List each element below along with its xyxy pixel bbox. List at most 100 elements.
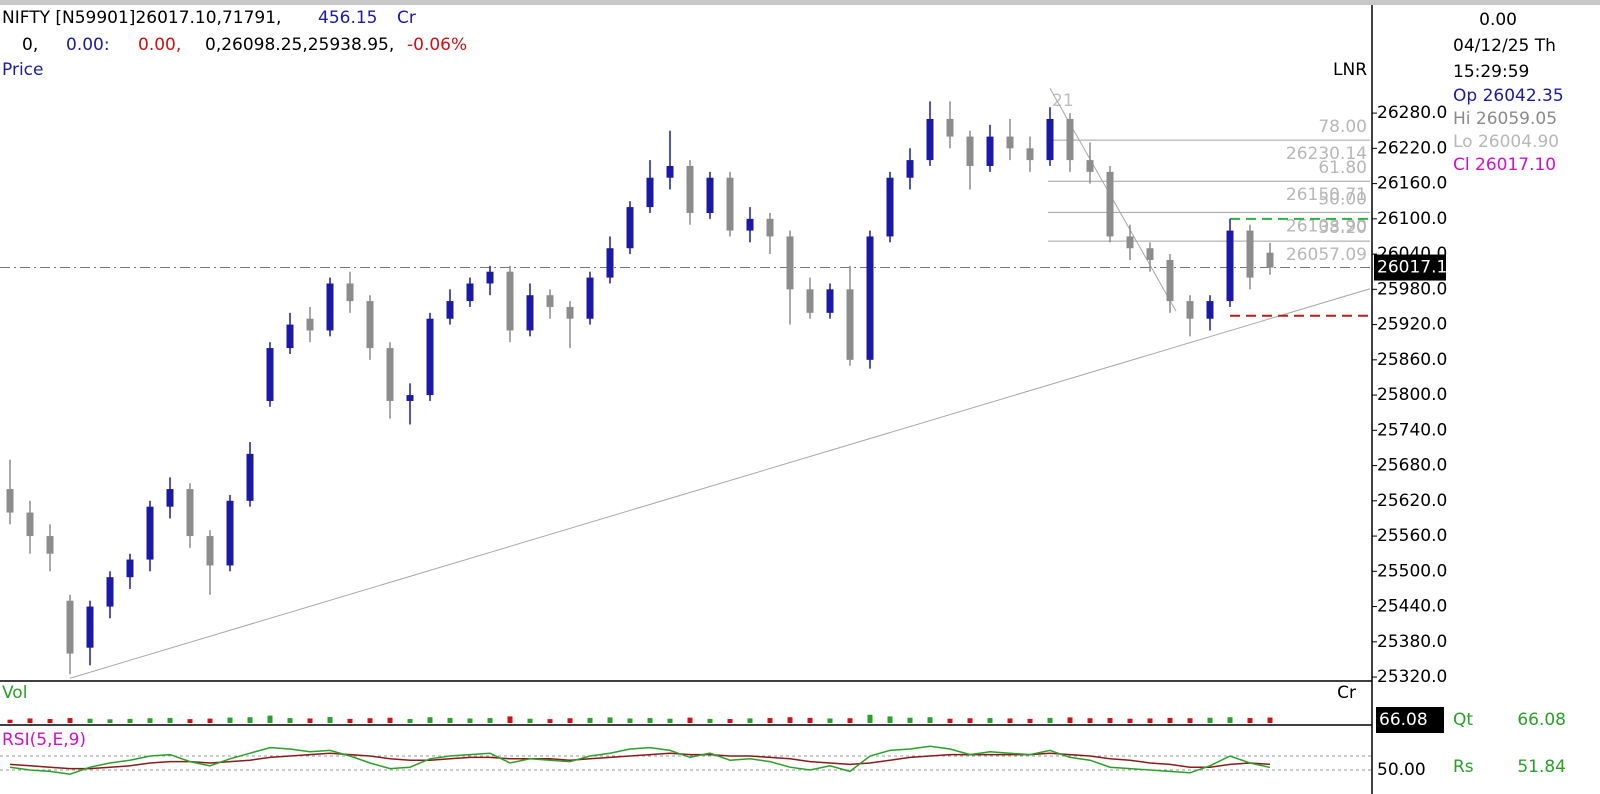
y-tick-label: 25980.0: [1377, 279, 1447, 299]
volume-bar: [687, 717, 693, 723]
volume-bar: [627, 718, 633, 723]
candle-body: [726, 177, 734, 231]
volume-bar: [767, 718, 773, 723]
header-field: 0,26098.25,25938.95,: [205, 35, 394, 55]
candle-body: [1226, 230, 1234, 302]
last-price-box: [1374, 254, 1446, 281]
y-tick-label: 25380.0: [1377, 632, 1447, 652]
volume-bar: [727, 719, 733, 723]
candle-body: [1246, 230, 1254, 278]
candle-body: [486, 271, 494, 284]
info-low: Lo 26004.90: [1453, 132, 1559, 152]
volume-bar: [307, 718, 313, 723]
candle-body: [686, 165, 694, 213]
candle-body: [906, 160, 914, 178]
symbol: NIFTY [N59901]26017.10,71791,: [2, 8, 281, 28]
candle-body: [206, 536, 214, 566]
header-field: 0.00:: [66, 35, 110, 55]
candle-body: [1146, 248, 1154, 260]
volume-bar: [27, 718, 33, 723]
turnover: 456.15: [318, 8, 377, 28]
volume-bar: [1047, 717, 1053, 723]
y-tick-label: 25740.0: [1377, 420, 1447, 440]
volume-bar: [787, 717, 793, 723]
candle-body: [166, 489, 174, 507]
info-open: Op 26042.35: [1453, 86, 1564, 106]
last-price-label: 26017.1: [1377, 258, 1447, 278]
candle-body: [666, 165, 674, 178]
volume-bar: [747, 718, 753, 723]
volume-bar: [987, 718, 993, 723]
candle-body: [586, 277, 594, 319]
fib-label: 21: [1052, 91, 1074, 111]
candle-body: [346, 283, 354, 302]
volume-bar: [267, 715, 273, 723]
info-change: 0.00: [1479, 10, 1517, 30]
y-tick-label: 25680.0: [1377, 456, 1447, 476]
volume-bar: [667, 718, 673, 723]
candle-body: [646, 177, 654, 208]
qty-value: 66.08: [1517, 710, 1566, 730]
volume-bar: [887, 716, 893, 723]
y-tick-label: 25920.0: [1377, 315, 1447, 335]
candle-body: [286, 324, 294, 349]
candle-body: [1126, 236, 1134, 249]
volume-bar: [367, 718, 373, 723]
volume-bar: [1007, 718, 1013, 723]
qty-label: Qt: [1453, 710, 1473, 730]
candle-body: [1206, 301, 1214, 319]
volume-bar: [1027, 718, 1033, 723]
candle-body: [246, 453, 254, 501]
candle-body: [46, 536, 54, 554]
volume-bar: [647, 718, 653, 723]
fib-ratio: 61.80: [1318, 158, 1367, 178]
candle-body: [926, 118, 934, 161]
rsi-value-label: Rs: [1453, 757, 1474, 777]
turnover-unit: Cr: [397, 8, 416, 28]
candle-body: [1026, 148, 1034, 161]
candle-body: [866, 236, 874, 360]
volume-bar: [1147, 718, 1153, 723]
info-time: 15:29:59: [1453, 62, 1529, 82]
candle-body: [466, 283, 474, 302]
y-tick-label: 26160.0: [1377, 174, 1447, 194]
candle-body: [126, 559, 134, 578]
volume-bar: [807, 717, 813, 723]
volume-bar: [707, 718, 713, 723]
candle-body: [186, 489, 194, 537]
volume-bar: [387, 717, 393, 723]
volume-bar: [247, 717, 253, 723]
volume-bar: [187, 719, 193, 723]
candle-body: [1166, 259, 1174, 302]
candle-body: [846, 289, 854, 360]
candle-body: [946, 118, 954, 137]
volume-bar: [907, 717, 913, 723]
y-tick-label: 26280.0: [1377, 103, 1447, 123]
volume-bar: [147, 718, 153, 723]
fib-ratio: 78.00: [1318, 117, 1367, 137]
fib-price: 26150.71: [1286, 185, 1367, 205]
volume-bar: [7, 719, 13, 723]
volume-bar: [847, 718, 853, 723]
candle-body: [406, 395, 414, 401]
candle-body: [746, 218, 754, 231]
fib-price: 26230.14: [1286, 144, 1367, 164]
volume-bar: [327, 717, 333, 723]
header-field: 0,: [22, 35, 38, 55]
volume-bar: [207, 718, 213, 723]
info-date: 04/12/25 Th: [1453, 36, 1556, 56]
volume-bar: [567, 718, 573, 723]
candle-body: [1006, 136, 1014, 149]
fib-ratio: 38.20: [1318, 218, 1367, 238]
y-tick-label: 25440.0: [1377, 597, 1447, 617]
candle-body: [1266, 252, 1274, 268]
y-tick-label: 26220.0: [1377, 138, 1447, 158]
volume-bar: [67, 718, 73, 723]
candle-body: [366, 301, 374, 349]
volume-bar: [347, 718, 353, 723]
vol-box: [1376, 707, 1444, 733]
fib-ratio: 50.00: [1318, 189, 1367, 209]
volume-bar: [87, 718, 93, 723]
y-tick-label: 25860.0: [1377, 350, 1447, 370]
candle-body: [426, 318, 434, 396]
